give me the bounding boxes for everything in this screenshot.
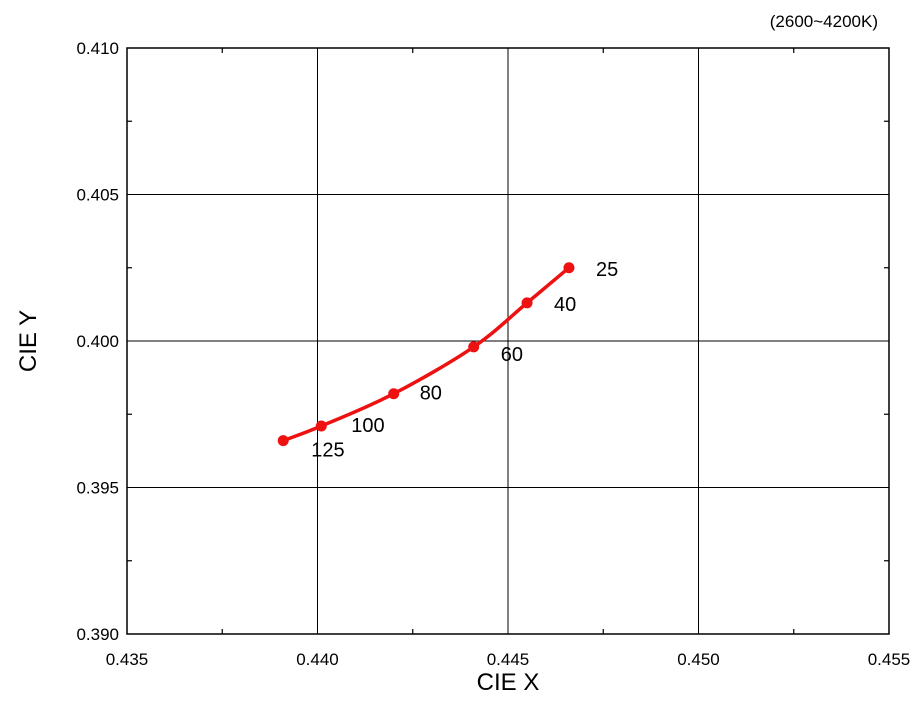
x-tick-label: 0.445 (487, 650, 530, 669)
data-point (521, 297, 533, 309)
plot-frame (126, 47, 890, 635)
data-point (277, 435, 289, 447)
y-tick-label: 0.405 (76, 186, 119, 205)
data-label: 100 (351, 415, 384, 437)
y-axis-label: CIE Y (15, 310, 42, 372)
x-tick-label: 0.455 (868, 650, 911, 669)
x-tick-labels: 0.435 0.440 0.445 0.450 0.455 (106, 650, 911, 669)
series-line (281, 265, 571, 443)
data-label: 80 (420, 383, 442, 405)
x-tick-label: 0.440 (296, 650, 339, 669)
series-group: 125 100 80 60 40 25 (277, 259, 618, 462)
data-point (468, 341, 480, 353)
grid-lines (127, 48, 889, 634)
y-tick-label: 0.410 (76, 39, 119, 58)
data-label: 25 (596, 259, 618, 281)
y-tick-label: 0.400 (76, 332, 119, 351)
y-tick-label: 0.390 (76, 625, 119, 644)
data-point (388, 388, 400, 400)
minor-ticks (127, 48, 889, 634)
x-tick-label: 0.435 (106, 650, 149, 669)
data-point (315, 420, 327, 432)
x-axis-label: CIE X (477, 669, 540, 696)
y-tick-label: 0.395 (76, 479, 119, 498)
data-label: 40 (554, 294, 576, 316)
data-point (563, 262, 575, 274)
chart-subtitle: (2600~4200K) (770, 12, 878, 31)
x-tick-label: 0.450 (677, 650, 720, 669)
data-label: 60 (501, 344, 523, 366)
y-tick-labels: 0.390 0.395 0.400 0.405 0.410 (76, 39, 119, 644)
data-label: 125 (311, 440, 344, 462)
